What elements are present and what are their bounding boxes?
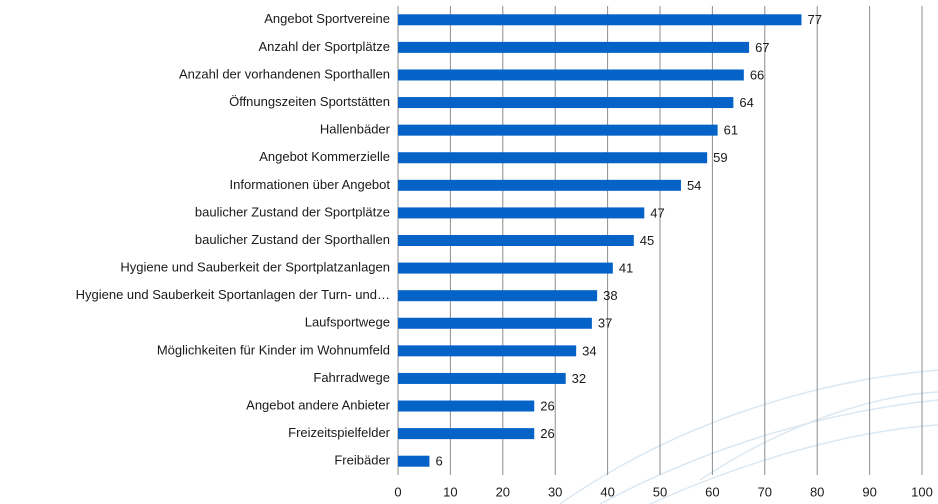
swoosh (599, 399, 938, 504)
value-label: 54 (687, 178, 701, 193)
y-tick-label: baulicher Zustand der Sporthallen (195, 232, 390, 247)
bar (398, 345, 577, 357)
value-label: 64 (739, 95, 753, 110)
x-tick-label: 20 (496, 484, 510, 499)
y-tick-label: Hallenbäder (320, 122, 391, 137)
bar (398, 152, 708, 164)
value-label: 66 (750, 67, 764, 82)
x-tick-label: 30 (548, 484, 562, 499)
value-label: 77 (807, 12, 821, 27)
value-label: 26 (540, 426, 554, 441)
value-label: 38 (603, 288, 617, 303)
bar (398, 207, 645, 219)
value-label: 41 (619, 261, 633, 276)
y-tick-label: Anzahl der Sportplätze (258, 39, 390, 54)
y-tick-label: Anzahl der vorhandenen Sporthallen (179, 66, 390, 81)
x-tick-label: 80 (810, 484, 824, 499)
bar (398, 290, 598, 302)
value-label: 45 (640, 233, 654, 248)
value-label: 32 (572, 371, 586, 386)
x-tick-label: 70 (758, 484, 772, 499)
bar (398, 124, 718, 136)
swoosh (649, 424, 938, 504)
y-tick-label: Freizeitspielfelder (288, 425, 391, 440)
y-tick-label: Hygiene und Sauberkeit der Sportplatzanl… (120, 260, 390, 275)
value-label: 47 (650, 205, 664, 220)
value-label: 67 (755, 40, 769, 55)
value-label: 61 (724, 123, 738, 138)
bar (398, 317, 592, 329)
bar (398, 41, 750, 53)
value-label: 59 (713, 150, 727, 165)
bar (398, 235, 634, 246)
swoosh (559, 369, 938, 504)
x-tick-label: 0 (394, 484, 401, 499)
value-label: 26 (540, 398, 554, 413)
bar (398, 14, 802, 26)
bar (398, 179, 681, 191)
value-label: 37 (598, 316, 612, 331)
y-tick-label: Informationen über Angebot (230, 177, 391, 192)
bar (398, 428, 535, 440)
y-tick-label: Öffnungszeiten Sportstätten (229, 94, 390, 109)
bar (398, 455, 430, 467)
y-tick-label: Möglichkeiten für Kinder im Wohnumfeld (157, 342, 390, 357)
y-tick-label: Angebot Sportvereine (264, 11, 390, 26)
bar (398, 69, 744, 81)
bar (398, 97, 734, 109)
y-tick-label: Fahrradwege (313, 370, 390, 385)
x-tick-label: 90 (862, 484, 876, 499)
y-tick-label: baulicher Zustand der Sportplätze (195, 204, 390, 219)
y-tick-label: Laufsportwege (305, 315, 390, 330)
bar (398, 372, 566, 384)
x-tick-label: 60 (705, 484, 719, 499)
swoosh (699, 391, 938, 481)
value-label: 34 (582, 343, 596, 358)
y-tick-label: Hygiene und Sauberkeit Sportanlagen der … (76, 287, 390, 302)
x-tick-label: 40 (600, 484, 614, 499)
x-tick-label: 100 (911, 484, 933, 499)
y-tick-label: Angebot Kommerzielle (259, 149, 390, 164)
bar (398, 262, 613, 274)
y-tick-label: Freibäder (334, 453, 390, 468)
value-label: 6 (435, 454, 442, 469)
background-swoosh (559, 369, 938, 504)
x-tick-label: 50 (653, 484, 667, 499)
bar (398, 400, 535, 412)
y-tick-label: Angebot andere Anbieter (246, 397, 391, 412)
x-tick-label: 10 (443, 484, 457, 499)
